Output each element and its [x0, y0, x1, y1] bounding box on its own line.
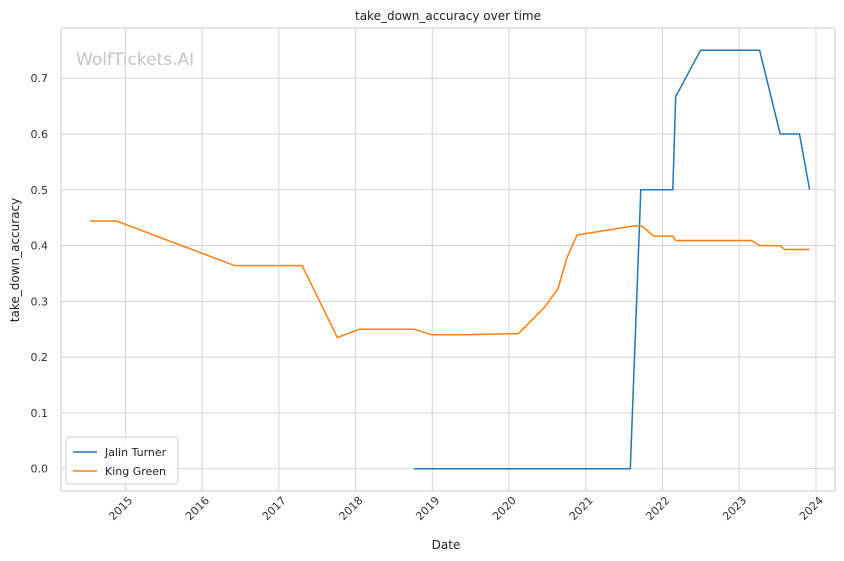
- y-tick-label: 0.0: [31, 463, 49, 476]
- y-tick-label: 0.4: [31, 240, 49, 253]
- watermark: WolfTickets.AI: [76, 50, 194, 70]
- legend-box: [65, 436, 179, 485]
- legend-label-king-green: King Green: [105, 465, 166, 478]
- y-tick-label: 0.1: [31, 407, 49, 420]
- y-axis-label: take_down_accuracy: [8, 198, 22, 322]
- series-layer: [89, 49, 811, 470]
- series-line-jalin-turner: [414, 49, 811, 470]
- legend-label-jalin-turner: Jalin Turner: [104, 446, 167, 459]
- y-tick-label: 0.3: [31, 295, 49, 308]
- y-tick-label: 0.5: [31, 184, 49, 197]
- legend: Jalin Turner King Green: [65, 436, 179, 485]
- y-tick-label: 0.2: [31, 351, 49, 364]
- y-axis-ticks: 0.0 0.1 0.2 0.3 0.4 0.5 0.6 0.7: [31, 72, 49, 475]
- y-tick-label: 0.7: [31, 72, 49, 85]
- series-line-king-green: [89, 220, 810, 339]
- y-tick-label: 0.6: [31, 128, 49, 141]
- grid: [61, 28, 835, 491]
- x-axis-label: Date: [432, 538, 461, 552]
- chart-title: take_down_accuracy over time: [355, 9, 541, 23]
- plot-area: [60, 27, 836, 492]
